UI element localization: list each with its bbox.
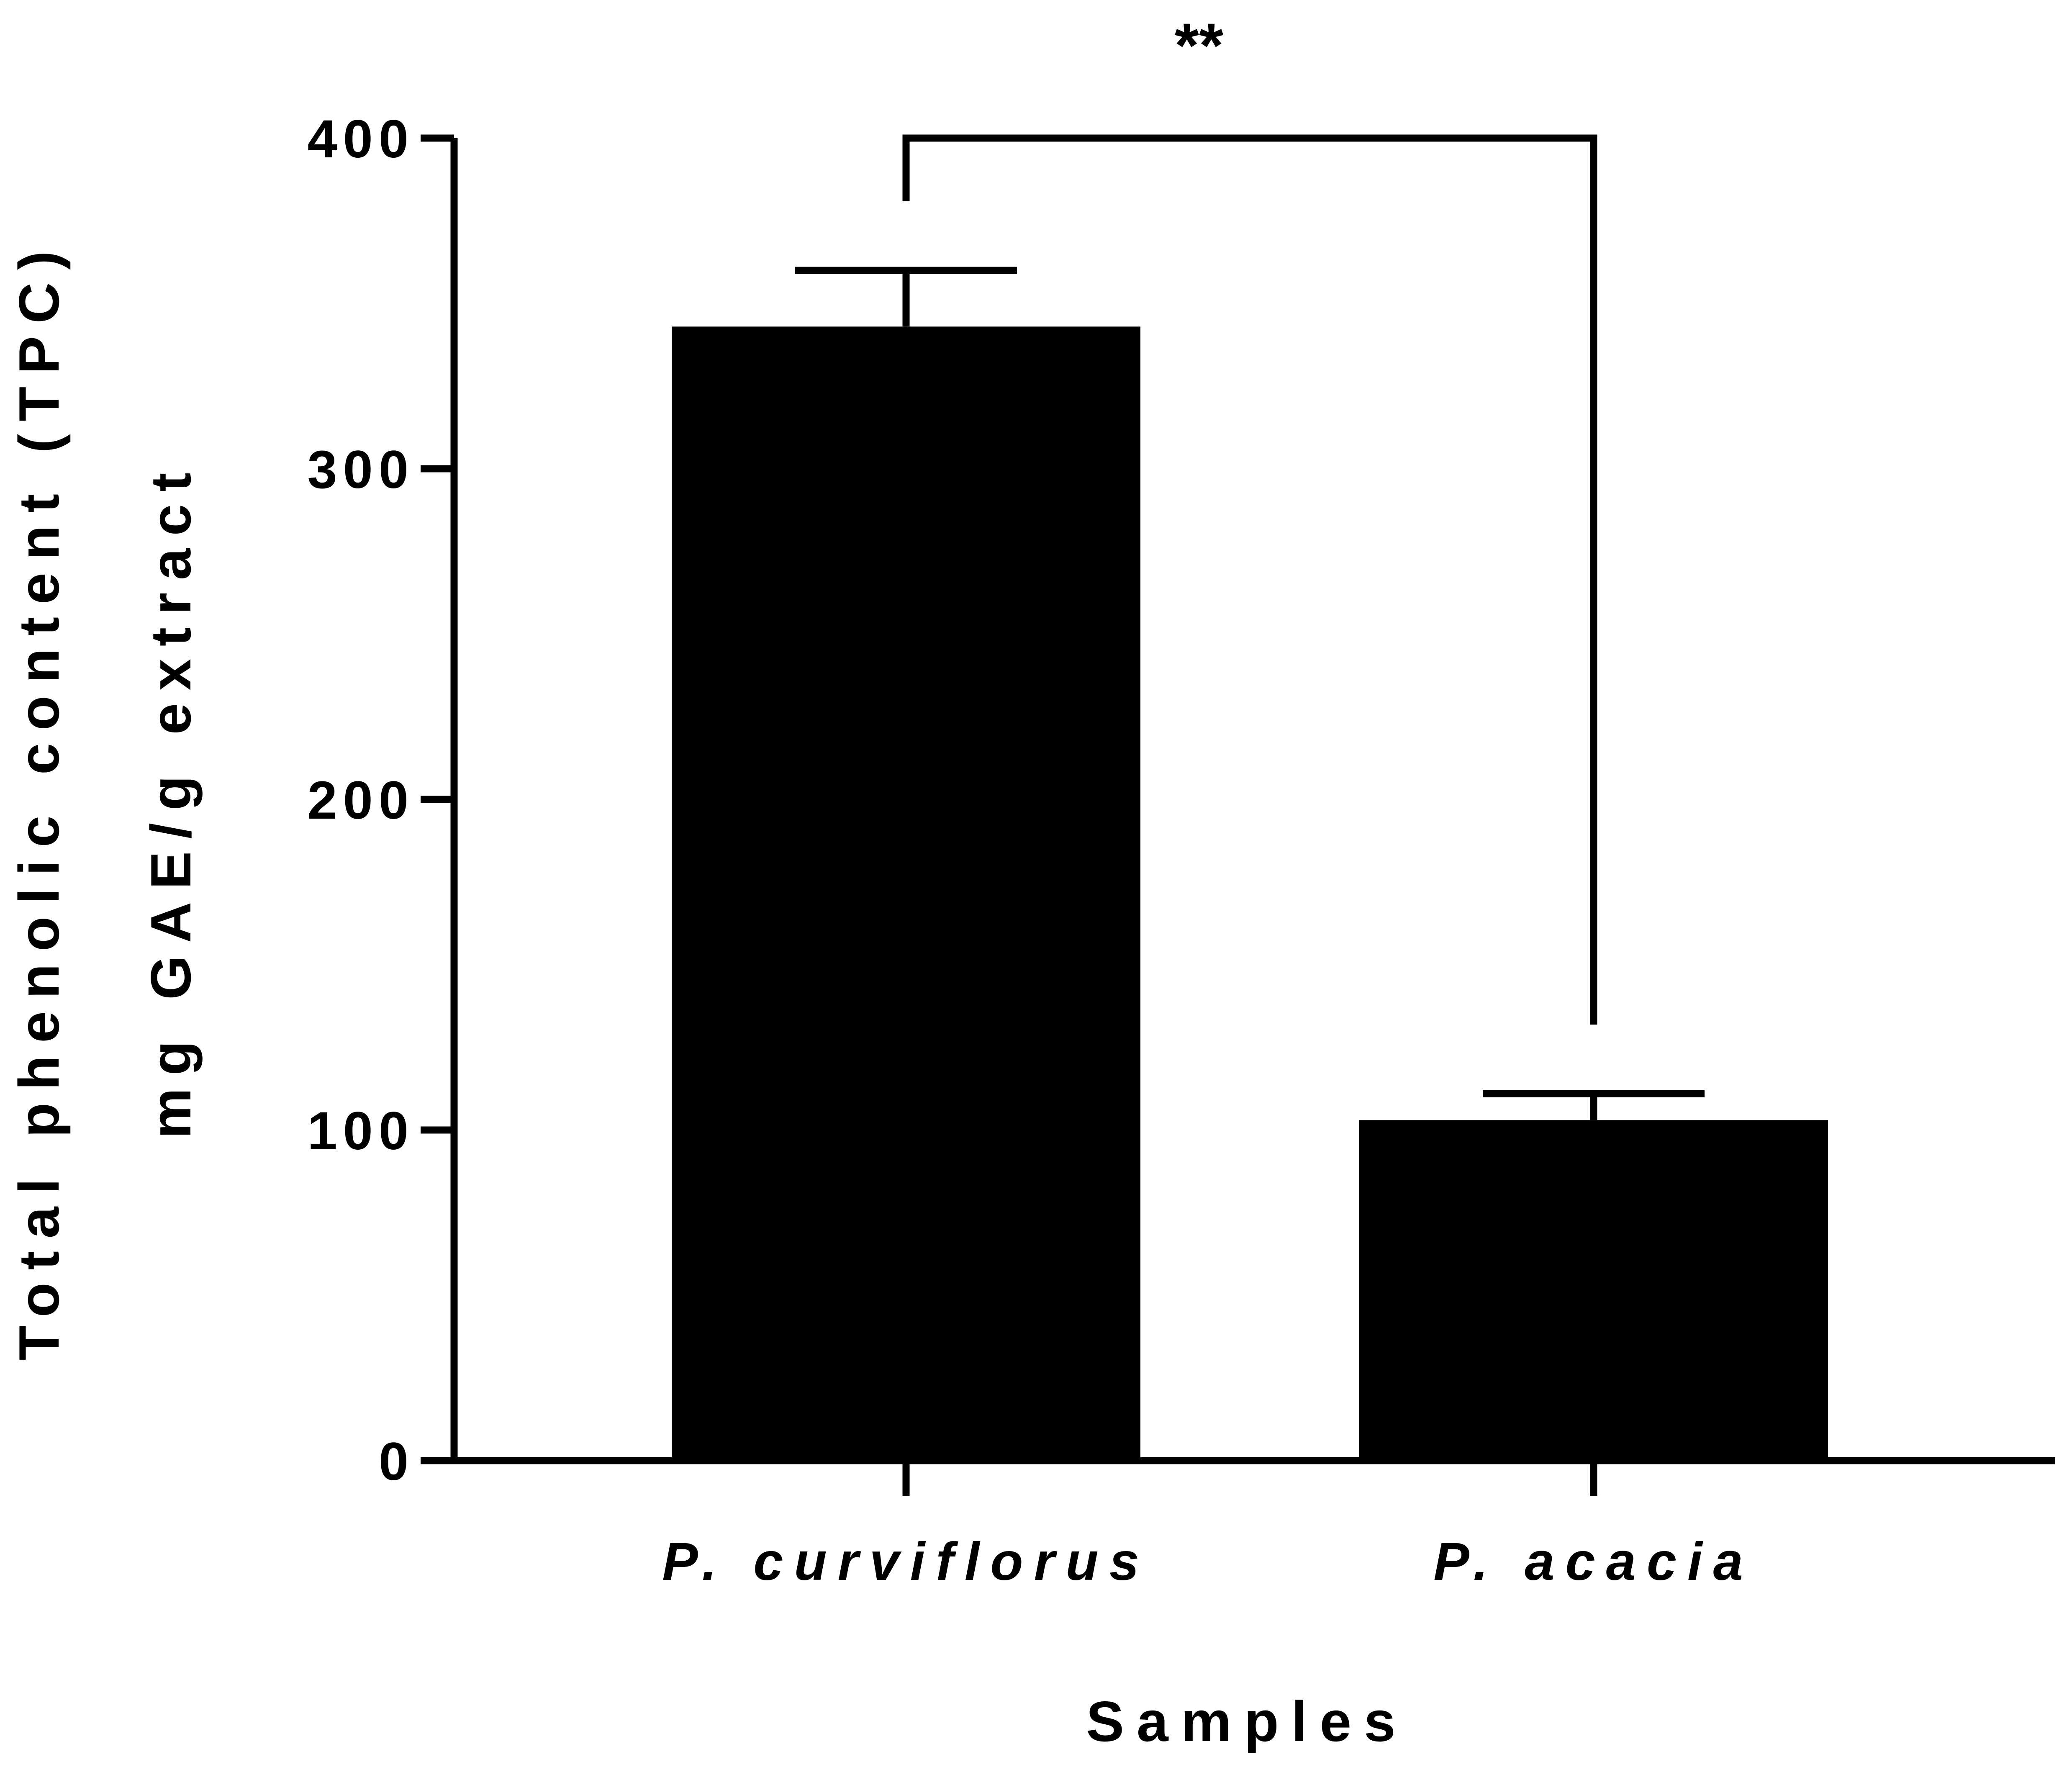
x-tick-label-0: P. curviflorus: [662, 1532, 1150, 1592]
significance-bracket: [902, 134, 1597, 1025]
bars-layer: [672, 326, 1828, 1461]
error-bars-layer: [795, 267, 1705, 1120]
significance-label: **: [1175, 10, 1224, 80]
y-tick-label-1: 100: [307, 1101, 414, 1161]
y-axis-title-line-1: Total phenolic content (TPC): [7, 239, 71, 1361]
bar-0: [672, 326, 1140, 1461]
x-tick-label-1: P. acacia: [1433, 1532, 1754, 1592]
y-ticks-layer: 0 100 200 300 400: [307, 109, 454, 1492]
titles-layer: Samples Total phenolic content (TPC) mg …: [7, 239, 1408, 1753]
y-axis-title-line-2: mg GAE/g extract: [139, 460, 203, 1138]
y-tick-label-4: 400: [307, 109, 414, 169]
significance-layer: **: [902, 10, 1597, 1025]
x-ticks-layer: P. curviflorus P. acacia: [662, 1461, 1754, 1592]
y-tick-label-3: 300: [307, 440, 414, 500]
x-axis-title: Samples: [1086, 1690, 1408, 1753]
y-tick-label-2: 200: [307, 770, 414, 830]
y-tick-label-0: 0: [379, 1432, 414, 1492]
bar-1: [1359, 1120, 1828, 1461]
